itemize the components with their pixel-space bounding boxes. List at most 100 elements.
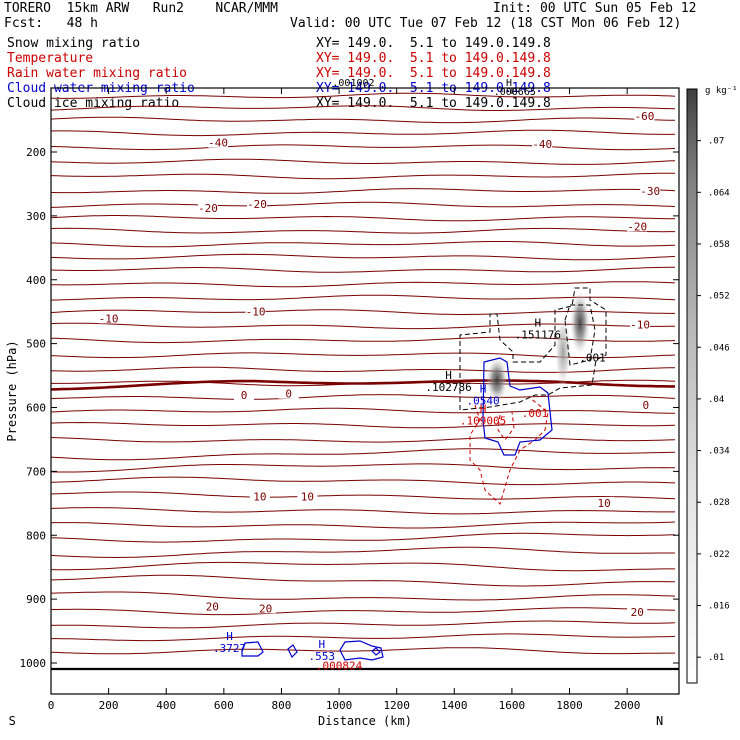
temperature-contour-line: [50, 352, 676, 359]
temperature-contour-line: [50, 172, 676, 180]
header-forecast: Fcst: 48 h: [4, 16, 98, 31]
temperature-contour-line: [50, 294, 676, 301]
contour-label-near-header: .001002: [332, 78, 374, 89]
x-tick-label: 1400: [441, 699, 468, 712]
contour-label-bg: [202, 600, 223, 612]
contour-label-bg: [634, 109, 655, 121]
y-tick-label: 400: [26, 274, 46, 287]
cloud-water-contour: [482, 357, 553, 456]
colorbar: [686, 88, 698, 684]
temperature-contour-line: [50, 116, 676, 124]
maximum-value-label: .0540: [467, 394, 500, 407]
temperature-contour-label: 0: [241, 389, 248, 402]
temperature-contour-line: [50, 188, 676, 194]
temperature-contour-line: [50, 201, 676, 208]
temperature-contour-label: 20: [206, 600, 219, 613]
cloud-water-contour: [287, 644, 298, 659]
temperature-contour-label: -10: [630, 319, 650, 332]
snow-contour: [459, 287, 607, 411]
temperature-contour-line: [50, 336, 676, 344]
contour-label-near-header: H: [506, 78, 512, 89]
cloud-ice-shading: [486, 291, 590, 403]
temperature-contour-line: [50, 158, 676, 165]
rain-contour: [469, 397, 549, 505]
temperature-contour-label: -10: [99, 312, 119, 325]
temperature-contour-line: [50, 281, 676, 288]
temperature-contour-label: 20: [259, 602, 272, 615]
x-tick-label: 1800: [556, 699, 583, 712]
field-name-rain: Rain water mixing ratio: [7, 66, 188, 81]
contour-label-bg: [246, 198, 267, 210]
contour-label-bg: [594, 496, 615, 508]
contour-label-bg: [532, 137, 553, 149]
colorbar-tick-label: .052: [708, 292, 730, 302]
cloud-water-contour: [371, 647, 381, 656]
contour-label-bg: [198, 201, 218, 213]
x-tick-label: 200: [99, 699, 119, 712]
temperature-contour-line: [50, 92, 676, 99]
field-range-rain: XY= 149.0. 5.1 to 149.0.149.8: [316, 66, 551, 81]
temperature-contour-line: [51, 607, 676, 616]
cloud-water-contour: [339, 640, 384, 661]
maximum-marker: H: [226, 630, 233, 643]
temperature-contour-label: -40: [532, 138, 552, 151]
temperature-contour-labels: -60 -40 -40 -30 -20 -20 -20 -10 -10 -10 0 0 0 10 10 10 2…: [98, 109, 661, 619]
temperature-contour-line: [50, 266, 675, 273]
field-range-snow: XY= 149.0. 5.1 to 149.0.149.8: [316, 36, 551, 51]
cloud-ice-core-south: [486, 357, 508, 403]
colorbar-tick-label: .046: [708, 343, 730, 353]
temperature-contour-line: [50, 532, 676, 543]
maximum-value-labels: H.102786H.151176.001H.0540H.109005.001H.…: [213, 317, 606, 673]
temperature-contour-line: [50, 421, 676, 429]
colorbar-tick-label: .028: [708, 498, 730, 508]
colorbar-tick-label: .064: [708, 188, 730, 198]
maximum-value-label: .001: [579, 352, 606, 365]
colorbar-tick-label: .034: [708, 447, 730, 457]
plot-frame: [50, 87, 680, 695]
y-tick-label: 300: [26, 210, 46, 223]
temperature-contour-label: -10: [246, 305, 266, 318]
temperature-contour-line: [50, 546, 675, 559]
temperature-contour-label: -30: [640, 185, 660, 198]
colorbar-unit: g kg⁻¹: [705, 86, 738, 96]
temperature-contour-label: 10: [253, 491, 266, 504]
maximum-value-label: .001: [522, 407, 549, 420]
cloud-water-contours: [241, 357, 553, 661]
snow-contour: [564, 304, 596, 366]
contour-label-bg: [208, 136, 229, 148]
colorbar-ticks: .01 .016 .022 .028 .034 .04 .046 .052 .058 .064 .0…: [697, 137, 730, 663]
maximum-value-label: .000824: [316, 659, 363, 672]
y-tick-label: 600: [26, 402, 46, 415]
temperature-contour-label: 0: [285, 388, 292, 401]
x-tick-label: 1000: [326, 699, 353, 712]
temperature-contour-line: [50, 227, 675, 234]
temperature-contour-line: [50, 129, 676, 137]
y-tick-label: 200: [26, 146, 46, 159]
header-valid: Valid: 00 UTC Tue 07 Feb 12 (18 CST Mon …: [290, 16, 682, 31]
temperature-contour-line: [50, 463, 675, 473]
temperature-contour-label: 20: [631, 606, 644, 619]
contour-label-bg: [630, 318, 651, 330]
temperature-contour-line: [50, 241, 676, 248]
x-tick-label: 1200: [383, 699, 410, 712]
x-tick-label: 1600: [499, 699, 526, 712]
contour-label-near-header: .000665: [494, 87, 536, 98]
x-tick-label: 600: [214, 699, 234, 712]
contour-label-bg: [234, 389, 255, 401]
cloud-ice-core-middle: [555, 316, 571, 388]
maximum-marker: H: [480, 403, 487, 416]
temperature-contour-line: [50, 366, 675, 373]
contour-label-bg: [249, 490, 270, 502]
temperature-contour-line: [50, 215, 675, 222]
temperature-contour-line: [50, 491, 676, 500]
temperature-contour-line: [50, 647, 675, 655]
x-tick-label: 400: [156, 699, 176, 712]
contour-label-bg: [627, 220, 648, 232]
rain-water-contours: [469, 397, 549, 505]
field-name-snow: Snow mixing ratio: [7, 36, 141, 51]
maximum-marker: H: [535, 317, 542, 330]
y-tick-label: 800: [26, 529, 46, 542]
temperature-contour-line: [50, 620, 676, 629]
colorbar-tick-label: .01: [708, 653, 724, 663]
colorbar-tick-label: .022: [708, 550, 730, 560]
